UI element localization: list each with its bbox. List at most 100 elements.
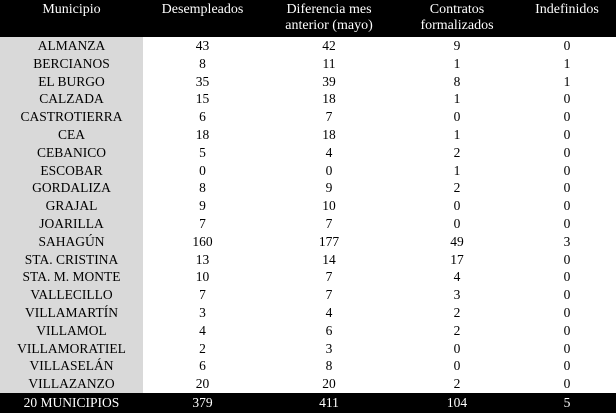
municipio-cell: EL BURGO xyxy=(0,72,143,91)
table-row: CALZADA 15 18 1 0 xyxy=(0,90,616,109)
column-header: Indefinidos xyxy=(518,0,616,37)
column-header-line: Contratos xyxy=(429,2,485,17)
value-cell: 0 xyxy=(563,358,571,374)
table-row: BERCIANOS 8 11 1 1 xyxy=(0,54,616,73)
value-cell: 0 xyxy=(563,91,571,107)
value-cell: 18 xyxy=(195,126,210,142)
table-row: CASTROTIERRA 6 7 0 0 xyxy=(0,108,616,126)
value-cell: 11 xyxy=(322,55,336,71)
column-header: Desempleados xyxy=(143,0,262,37)
municipio-cell: VILLAMORATIEL xyxy=(0,339,143,358)
table-row: JOARILLA 7 7 0 0 xyxy=(0,214,616,233)
value-cell: 4 xyxy=(325,304,333,320)
value-cell: 3 xyxy=(453,287,461,303)
value-cell: 20 xyxy=(195,376,210,392)
total-value-cell: 411 xyxy=(262,392,396,413)
value-cell: 7 xyxy=(325,287,333,303)
value-cell: 0 xyxy=(453,358,461,374)
value-cell: 0 xyxy=(563,304,571,320)
municipio-cell: SAHAGÚN xyxy=(0,232,143,251)
value-cell: 0 xyxy=(563,269,571,285)
value-cell: 18 xyxy=(322,126,336,142)
value-cell: 7 xyxy=(199,215,206,231)
value-cell: 0 xyxy=(453,340,461,356)
table-row: ESCOBAR 0 0 1 0 xyxy=(0,161,616,180)
table-row: EL BURGO 35 39 8 1 xyxy=(0,72,616,91)
value-cell: 0 xyxy=(563,180,571,196)
table-row: GORDALIZA 8 9 2 0 xyxy=(0,179,616,198)
value-cell: 2 xyxy=(453,144,461,160)
table-row: VILLAMARTÍN 3 4 2 0 xyxy=(0,303,616,322)
value-cell: 1 xyxy=(453,126,461,142)
value-cell: 7 xyxy=(325,215,333,231)
value-cell: 6 xyxy=(325,322,333,338)
value-cell: 13 xyxy=(195,251,210,267)
municipio-cell: VALLECILLO xyxy=(0,286,143,304)
value-cell: 10 xyxy=(322,198,336,214)
table-row: VILLASELÁN 6 8 0 0 xyxy=(0,357,616,376)
value-cell: 20 xyxy=(322,376,336,392)
value-cell: 1 xyxy=(563,55,571,71)
column-header-line: Indefinidos xyxy=(535,2,599,17)
value-cell: 0 xyxy=(563,38,571,53)
value-cell: 3 xyxy=(325,340,333,356)
table-header-row: Municipio Desempleados Diferencia mes anter… xyxy=(0,0,616,37)
municipio-cell: CEA xyxy=(0,125,143,144)
value-cell: 7 xyxy=(325,269,333,285)
table-row: VALLECILLO 7 7 3 0 xyxy=(0,286,616,304)
value-cell: 6 xyxy=(199,109,206,125)
column-header-line: Diferencia mes xyxy=(286,2,372,17)
municipio-cell: BERCIANOS xyxy=(0,54,143,73)
table-row: VILLAZANZO 20 20 2 0 xyxy=(0,375,616,393)
value-cell: 0 xyxy=(563,198,571,214)
table-row: ALMANZA 43 42 9 0 xyxy=(0,37,616,55)
value-cell: 0 xyxy=(563,322,571,338)
municipio-cell: CALZADA xyxy=(0,90,143,109)
municipio-cell: VILLAZANZO xyxy=(0,375,143,393)
value-cell: 9 xyxy=(199,198,206,214)
table-total-row: 20 MUNICIPIOS 379 411 104 5 xyxy=(0,392,616,413)
value-cell: 1 xyxy=(453,162,461,178)
value-cell: 0 xyxy=(563,162,571,178)
table-footer: 20 MUNICIPIOS 379 411 104 5 xyxy=(0,392,616,413)
value-cell: 0 xyxy=(563,340,571,356)
municipio-cell: ESCOBAR xyxy=(0,161,143,180)
value-cell: 3 xyxy=(563,233,571,249)
value-cell: 1 xyxy=(453,91,461,107)
value-cell: 0 xyxy=(563,144,571,160)
table-row: GRAJAL 9 10 0 0 xyxy=(0,197,616,215)
column-header-line: Municipio xyxy=(42,2,101,17)
table-row: VILLAMORATIEL 2 3 0 0 xyxy=(0,339,616,358)
value-cell: 0 xyxy=(563,287,571,303)
value-cell: 4 xyxy=(325,144,333,160)
table-row: SAHAGÚN 160 177 49 3 xyxy=(0,232,616,251)
municipio-cell: VILLAMOL xyxy=(0,321,143,340)
table-row: CEBANICO 5 4 2 0 xyxy=(0,143,616,162)
table-row: STA. CRISTINA 13 14 17 0 xyxy=(0,250,616,269)
value-cell: 2 xyxy=(453,304,461,320)
municipio-cell: GRAJAL xyxy=(0,197,143,215)
value-cell: 4 xyxy=(199,322,206,338)
value-cell: 2 xyxy=(453,180,461,196)
value-cell: 42 xyxy=(322,38,336,53)
value-cell: 43 xyxy=(195,38,210,53)
value-cell: 10 xyxy=(195,269,210,285)
value-cell: 35 xyxy=(195,73,210,89)
municipio-cell: STA. CRISTINA xyxy=(0,250,143,269)
total-value-cell: 379 xyxy=(143,392,262,413)
value-cell: 7 xyxy=(199,287,206,303)
value-cell: 0 xyxy=(563,126,571,142)
value-cell: 6 xyxy=(199,358,206,374)
value-cell: 8 xyxy=(199,55,206,71)
value-cell: 177 xyxy=(318,233,340,249)
table-row: CEA 18 18 1 0 xyxy=(0,125,616,144)
value-cell: 1 xyxy=(453,55,461,71)
value-cell: 0 xyxy=(453,215,461,231)
value-cell: 8 xyxy=(325,358,333,374)
value-cell: 4 xyxy=(453,269,461,285)
column-header: Municipio xyxy=(0,0,143,37)
column-header: Contratos formalizados xyxy=(396,0,518,37)
table-row: VILLAMOL 4 6 2 0 xyxy=(0,321,616,340)
value-cell: 15 xyxy=(195,91,210,107)
